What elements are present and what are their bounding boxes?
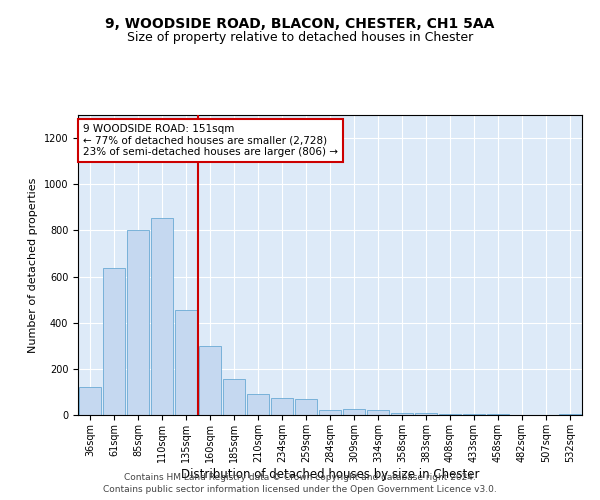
Bar	[343, 409, 365, 415]
Y-axis label: Number of detached properties: Number of detached properties	[28, 178, 38, 352]
Bar	[127, 230, 149, 415]
Bar	[463, 414, 485, 415]
Bar	[103, 268, 125, 415]
Bar	[199, 346, 221, 415]
X-axis label: Distribution of detached houses by size in Chester: Distribution of detached houses by size …	[181, 468, 479, 480]
Bar	[79, 388, 101, 415]
Text: 9, WOODSIDE ROAD, BLACON, CHESTER, CH1 5AA: 9, WOODSIDE ROAD, BLACON, CHESTER, CH1 5…	[106, 18, 494, 32]
Bar	[391, 412, 413, 415]
Bar	[151, 218, 173, 415]
Bar	[439, 414, 461, 415]
Bar	[559, 414, 581, 415]
Bar	[367, 410, 389, 415]
Bar	[223, 379, 245, 415]
Text: 9 WOODSIDE ROAD: 151sqm
← 77% of detached houses are smaller (2,728)
23% of semi: 9 WOODSIDE ROAD: 151sqm ← 77% of detache…	[83, 124, 338, 157]
Text: Size of property relative to detached houses in Chester: Size of property relative to detached ho…	[127, 31, 473, 44]
Bar	[487, 414, 509, 415]
Bar	[247, 394, 269, 415]
Text: Contains public sector information licensed under the Open Government Licence v3: Contains public sector information licen…	[103, 485, 497, 494]
Bar	[415, 413, 437, 415]
Bar	[175, 310, 197, 415]
Bar	[295, 399, 317, 415]
Bar	[319, 410, 341, 415]
Bar	[271, 398, 293, 415]
Text: Contains HM Land Registry data © Crown copyright and database right 2024.: Contains HM Land Registry data © Crown c…	[124, 472, 476, 482]
